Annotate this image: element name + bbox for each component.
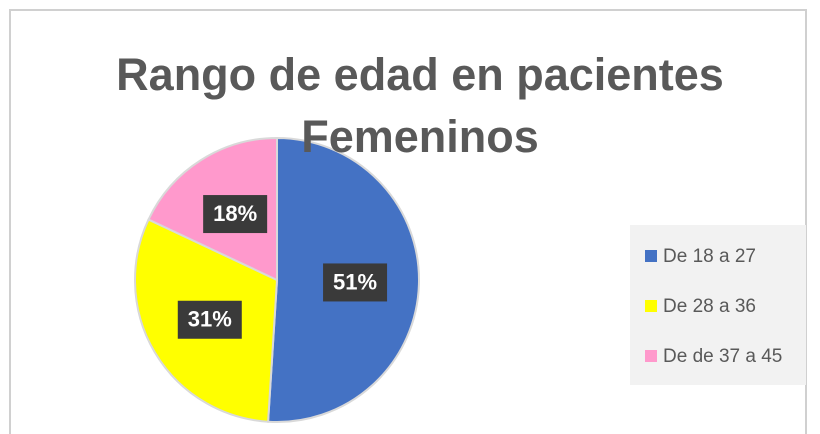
legend-swatch	[645, 350, 657, 362]
data-label: 31%	[188, 307, 232, 332]
legend-box	[630, 225, 806, 385]
data-label-box	[203, 195, 268, 234]
frame	[9, 9, 807, 434]
legend-label: De de 37 a 45	[663, 346, 782, 367]
data-label-box	[323, 263, 388, 302]
data-label: 18%	[213, 201, 257, 226]
data-label-box	[177, 300, 242, 339]
legend-swatch	[645, 300, 657, 312]
legend-label: De 28 a 36	[663, 296, 756, 317]
legend-swatch	[645, 250, 657, 262]
legend-label: De 18 a 27	[663, 246, 756, 267]
data-label: 51%	[333, 269, 377, 294]
chart-title: Rango de edad en pacientes Femeninos	[116, 49, 724, 162]
